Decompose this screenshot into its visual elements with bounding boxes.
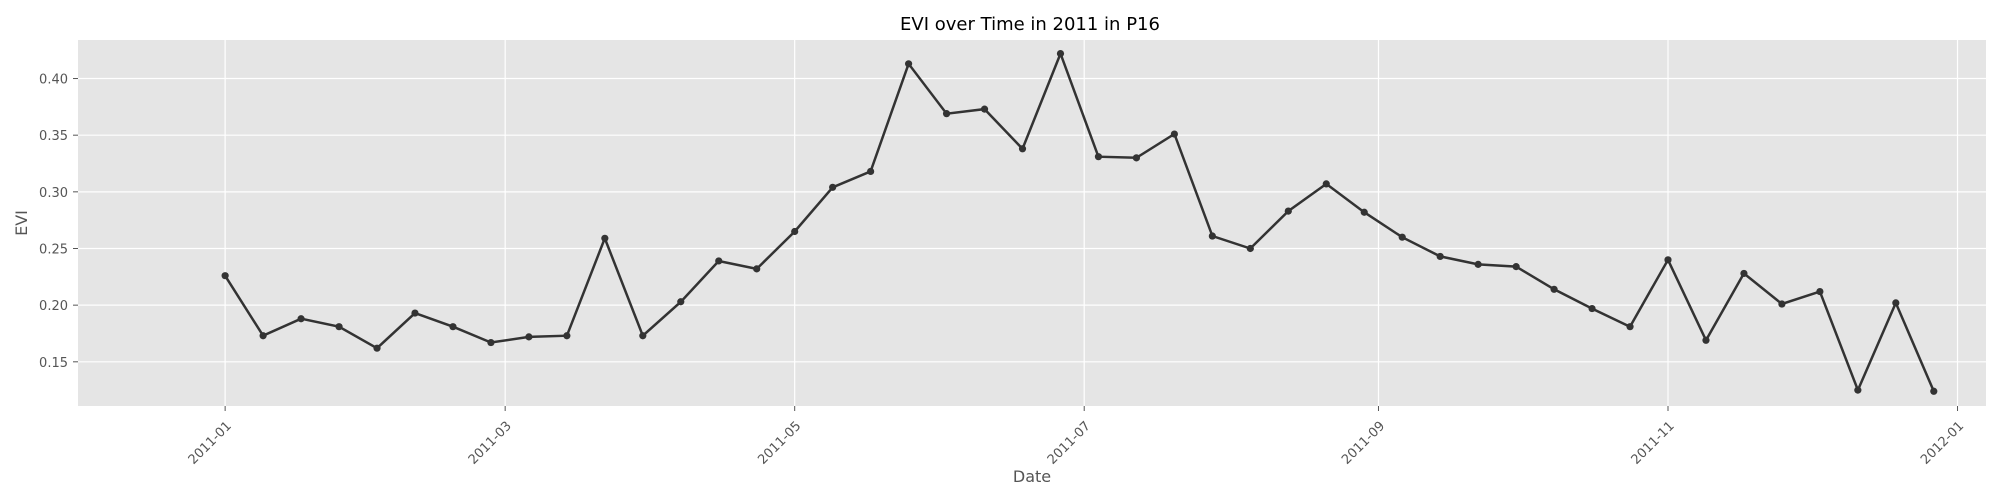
data-point bbox=[1474, 260, 1482, 268]
data-point bbox=[677, 298, 685, 306]
data-point bbox=[1892, 299, 1900, 307]
data-point bbox=[1056, 49, 1065, 58]
grid bbox=[78, 40, 1986, 406]
data-point bbox=[1018, 145, 1027, 153]
data-point bbox=[1094, 153, 1103, 161]
data-point bbox=[1740, 269, 1748, 278]
data-point bbox=[1132, 154, 1141, 162]
data-point bbox=[980, 105, 989, 113]
data-point bbox=[753, 265, 761, 273]
data-point bbox=[221, 272, 229, 280]
data-point bbox=[867, 167, 875, 176]
y-tick-label: 0.30 bbox=[39, 186, 68, 201]
data-point bbox=[942, 110, 951, 118]
data-point bbox=[1588, 304, 1596, 313]
data-points bbox=[221, 49, 1938, 395]
x-tick-label: 2011-07 bbox=[1045, 419, 1094, 468]
x-tick-label: 2011-09 bbox=[1339, 419, 1388, 468]
x-tick-label: 2011-11 bbox=[1629, 419, 1678, 468]
y-tick-label: 0.15 bbox=[39, 356, 68, 371]
data-point bbox=[1512, 263, 1520, 271]
data-point bbox=[1930, 387, 1938, 395]
data-point bbox=[1816, 287, 1824, 296]
data-point bbox=[1778, 300, 1786, 308]
chart-title: EVI over Time in 2011 in P16 bbox=[900, 14, 1160, 35]
data-point bbox=[297, 315, 305, 323]
data-point bbox=[563, 332, 571, 340]
y-axis-label: EVI bbox=[12, 210, 31, 236]
x-tick-label: 2011-05 bbox=[755, 419, 804, 468]
data-point bbox=[904, 60, 913, 68]
y-tick-label: 0.25 bbox=[39, 242, 68, 257]
data-point bbox=[335, 323, 343, 331]
y-tick-label: 0.35 bbox=[39, 129, 68, 144]
data-point bbox=[1170, 130, 1178, 138]
x-tick-label: 2011-01 bbox=[186, 419, 235, 468]
x-tick-label: 2012-01 bbox=[1918, 419, 1967, 468]
data-point bbox=[1360, 208, 1368, 216]
data-point bbox=[1854, 386, 1862, 394]
y-tick-label: 0.20 bbox=[39, 299, 68, 314]
data-point bbox=[639, 332, 647, 340]
plot-area bbox=[78, 40, 1986, 406]
y-tick-label: 0.40 bbox=[39, 73, 68, 88]
series-line bbox=[224, 50, 1935, 394]
data-point bbox=[1550, 285, 1558, 293]
data-point bbox=[1436, 252, 1444, 261]
data-point bbox=[487, 338, 495, 347]
x-axis-label: Date bbox=[1013, 467, 1051, 486]
x-tick-label: 2011-03 bbox=[466, 419, 515, 468]
data-point bbox=[715, 257, 723, 265]
data-point bbox=[411, 309, 419, 317]
data-point bbox=[449, 323, 457, 331]
data-point bbox=[1246, 244, 1254, 253]
data-point bbox=[1284, 207, 1292, 215]
data-point bbox=[791, 227, 799, 236]
data-point bbox=[1398, 233, 1406, 241]
data-point bbox=[373, 344, 381, 352]
data-point bbox=[1664, 256, 1672, 264]
data-point bbox=[1208, 232, 1216, 240]
data-point bbox=[1626, 323, 1634, 331]
data-point bbox=[1702, 336, 1710, 344]
data-point bbox=[259, 332, 267, 340]
data-point bbox=[829, 183, 837, 191]
data-point bbox=[1322, 180, 1330, 188]
data-point bbox=[601, 234, 609, 242]
data-point bbox=[525, 333, 533, 341]
